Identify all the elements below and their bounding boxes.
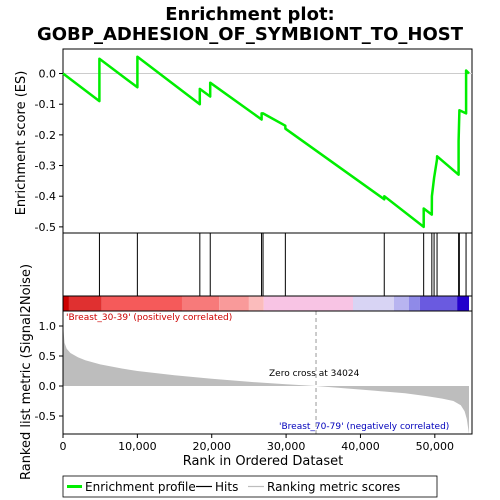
metric-y-tick-label: 0.5	[39, 350, 57, 363]
ranking-metric-area	[63, 324, 469, 434]
positive-correlation-label: 'Breast_30-39' (positively correlated)	[66, 313, 232, 323]
x-tick-label: 0	[60, 440, 67, 453]
heat-segment	[68, 296, 102, 311]
heat-strip	[62, 295, 473, 312]
metric-frame	[62, 310, 473, 435]
es-y-tick-label: -0.4	[35, 190, 56, 203]
heat-segment	[219, 296, 249, 311]
metric-panel: 1.0 0.5 0.0 -0.5 0 10,000 20,000 30,000 40,000 50…	[35, 310, 473, 453]
enrichment-profile-line	[62, 55, 470, 229]
hits-panel	[62, 232, 473, 297]
heat-segment	[101, 296, 182, 311]
x-tick-label: 20,000	[192, 440, 231, 453]
legend: Enrichment profile Hits Ranking metric s…	[62, 475, 438, 498]
metric-y-tick-label: -0.5	[35, 410, 56, 423]
zero-cross-label: Zero cross at 34024	[269, 369, 360, 379]
chart-title: Enrichment plot:	[165, 4, 335, 25]
es-panel: 0.0 -0.1 -0.2 -0.3 -0.4 -0.5	[35, 48, 473, 234]
legend-hits-label: Hits	[215, 480, 238, 494]
legend-enrichment-label: Enrichment profile	[85, 480, 196, 494]
metric-axis-label: Ranked list metric (Signal2Noise)	[19, 264, 34, 480]
es-y-tick-label: -0.3	[35, 160, 56, 173]
x-axis-label: Rank in Ordered Dataset	[183, 454, 344, 469]
x-tick-label: 50,000	[416, 440, 455, 453]
x-tick-label: 30,000	[267, 440, 306, 453]
heat-segment	[419, 296, 458, 311]
heat-segment	[181, 296, 220, 311]
legend-metric-label: Ranking metric scores	[267, 480, 400, 494]
chart-subtitle: GOBP_ADHESION_OF_SYMBIONT_TO_HOST	[37, 24, 464, 45]
heat-segment	[263, 296, 354, 311]
negative-correlation-label: 'Breast_70-79' (negatively correlated)	[279, 422, 449, 432]
heat-segment	[393, 296, 409, 311]
heat-segment	[457, 296, 470, 311]
es-axis-label: Enrichment score (ES)	[14, 71, 29, 216]
hits-frame	[62, 232, 473, 297]
metric-y-tick-label: 1.0	[39, 320, 57, 333]
es-y-tick-label: 0.0	[39, 68, 57, 81]
heat-segment	[353, 296, 394, 311]
x-tick-label: 40,000	[341, 440, 380, 453]
es-y-tick-label: -0.5	[35, 221, 56, 234]
heat-segment	[408, 296, 420, 311]
es-y-tick-label: -0.2	[35, 129, 56, 142]
heat-segment	[63, 296, 69, 311]
heat-segment	[248, 296, 264, 311]
metric-y-tick-label: 0.0	[39, 380, 57, 393]
es-y-tick-label: -0.1	[35, 98, 56, 111]
x-tick-label: 10,000	[118, 440, 157, 453]
